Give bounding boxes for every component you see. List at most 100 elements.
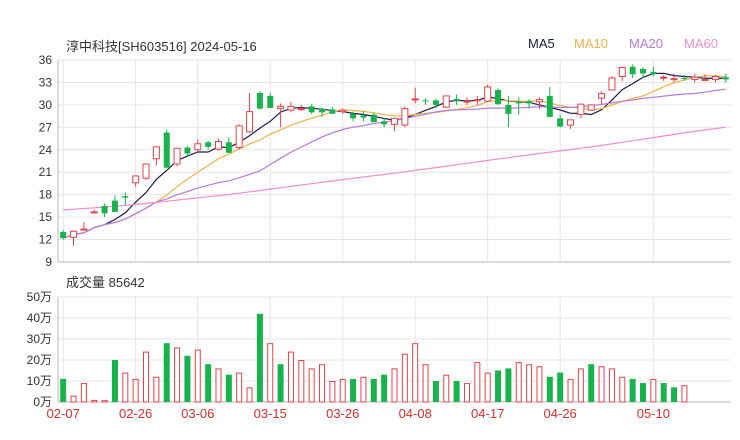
candle-body [711, 75, 719, 80]
volume-bar [432, 381, 439, 402]
chart-title: 淳中科技[SH603516] 2024-05-16 [66, 39, 257, 54]
volume-bar [163, 343, 170, 402]
volume-bar [70, 395, 77, 403]
volume-tick-label: 30万 [27, 332, 52, 346]
candle-body [526, 101, 533, 104]
volume-bar [567, 378, 574, 403]
candle-body [722, 77, 729, 80]
candle-body [515, 101, 522, 104]
volume-bar [256, 313, 263, 402]
volume-bar [80, 383, 87, 403]
date-tick-label: 04-08 [399, 406, 432, 421]
volume-bar [391, 368, 398, 403]
ma60-line [63, 126, 726, 211]
volume-bar [577, 368, 584, 403]
volume-bar [422, 364, 429, 403]
candle-body [381, 121, 388, 125]
volume-bar [225, 374, 232, 402]
volume-bar [360, 376, 367, 403]
date-tick-label: 03-26 [326, 406, 359, 421]
candle-body [80, 228, 88, 231]
volume-bar [205, 364, 212, 402]
ma20-line [63, 88, 726, 239]
candle-body [618, 66, 626, 77]
volume-bar [132, 378, 139, 403]
volume-bar [557, 372, 564, 402]
candle-body [557, 118, 564, 127]
candle-body [567, 119, 575, 126]
volume-bar [588, 364, 595, 402]
candle-body [205, 142, 212, 147]
ma5-line [63, 72, 726, 239]
candle-body [142, 163, 150, 179]
candle-body [432, 100, 439, 105]
volume-tick-label: 0万 [33, 395, 52, 409]
volume-bar [401, 353, 408, 403]
candle-body [484, 86, 492, 102]
volume-bar [236, 372, 243, 403]
volume-bar [194, 349, 201, 403]
candle-body [535, 99, 543, 103]
candle-body [163, 132, 170, 168]
candle-body [319, 108, 326, 113]
volume-bar [319, 364, 326, 403]
ma5-label: MA5 [528, 36, 555, 51]
volume-bar [546, 376, 553, 402]
volume-bar [174, 347, 181, 403]
volume-bar [277, 364, 284, 402]
candle-body [650, 71, 657, 75]
volume-bar [515, 362, 522, 403]
volume-bar [287, 351, 294, 403]
date-tick-label: 02-07 [47, 406, 80, 421]
ma10-label: MA10 [574, 36, 608, 51]
date-tick-label: 03-06 [181, 406, 214, 421]
volume-bar [505, 368, 512, 402]
price-tick-label: 9 [45, 255, 52, 269]
price-tick-label: 33 [39, 75, 53, 89]
candle-body [681, 77, 688, 79]
volume-bar [350, 378, 357, 402]
volume-bar [91, 399, 98, 403]
candle-body [287, 105, 295, 111]
candle-body [360, 115, 367, 118]
candle-body [401, 108, 409, 126]
candle-body [70, 230, 78, 238]
volume-bar [412, 343, 419, 403]
candle-body [587, 104, 595, 111]
ma10-line [63, 75, 726, 239]
volume-bar [381, 374, 388, 402]
candle-body [184, 147, 191, 154]
volume-bar [536, 366, 543, 403]
candle-body [101, 205, 108, 214]
volume-bar [443, 374, 450, 403]
date-tick-label: 04-26 [544, 406, 577, 421]
candle-body [308, 106, 315, 113]
volume-bar [60, 378, 67, 402]
candle-body [90, 211, 98, 214]
ma20-label: MA20 [629, 36, 663, 51]
volume-bar [660, 383, 667, 402]
volume-bar [495, 370, 502, 402]
candle-body [246, 111, 254, 133]
volume-bar [329, 381, 336, 403]
candle-body [463, 100, 471, 103]
candle-body [267, 95, 274, 108]
volume-bar [143, 351, 150, 403]
candle-body [256, 92, 263, 109]
volume-bar [463, 383, 470, 403]
date-tick-label: 05-10 [637, 406, 670, 421]
candle-body [639, 68, 646, 74]
candle-body [453, 98, 460, 102]
price-tick-label: 27 [39, 120, 53, 134]
price-tick-label: 18 [39, 188, 53, 202]
candle-body [60, 232, 67, 239]
candle-body [329, 109, 336, 114]
candle-body [339, 109, 347, 113]
volume-bar [681, 385, 688, 403]
volume-bar [474, 362, 481, 403]
volume-bar [453, 381, 460, 402]
candle-body [194, 143, 202, 151]
volume-bar [267, 343, 274, 403]
volume-bar [639, 383, 646, 402]
volume-bar [526, 364, 533, 403]
